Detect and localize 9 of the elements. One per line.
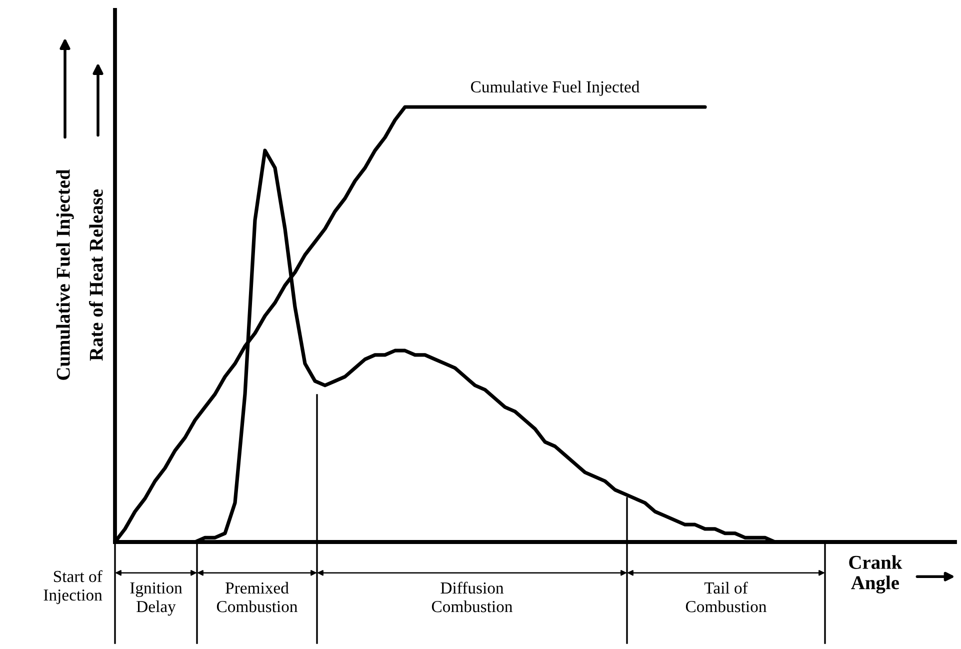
series-label: Cumulative Fuel Injected xyxy=(470,80,640,96)
text: Diffusion Combustion xyxy=(432,582,512,612)
text: Ignition Delay xyxy=(130,582,182,616)
text: Start of Injection xyxy=(44,570,102,604)
y-axis-title: Cumulative Fuel Injected xyxy=(56,169,74,380)
text: Rate of Heat Release xyxy=(88,189,103,361)
text: Premixed Combustion xyxy=(216,582,298,612)
text: Tail of Combustion xyxy=(686,582,766,612)
x-axis-title: Crank Angle xyxy=(849,555,902,594)
